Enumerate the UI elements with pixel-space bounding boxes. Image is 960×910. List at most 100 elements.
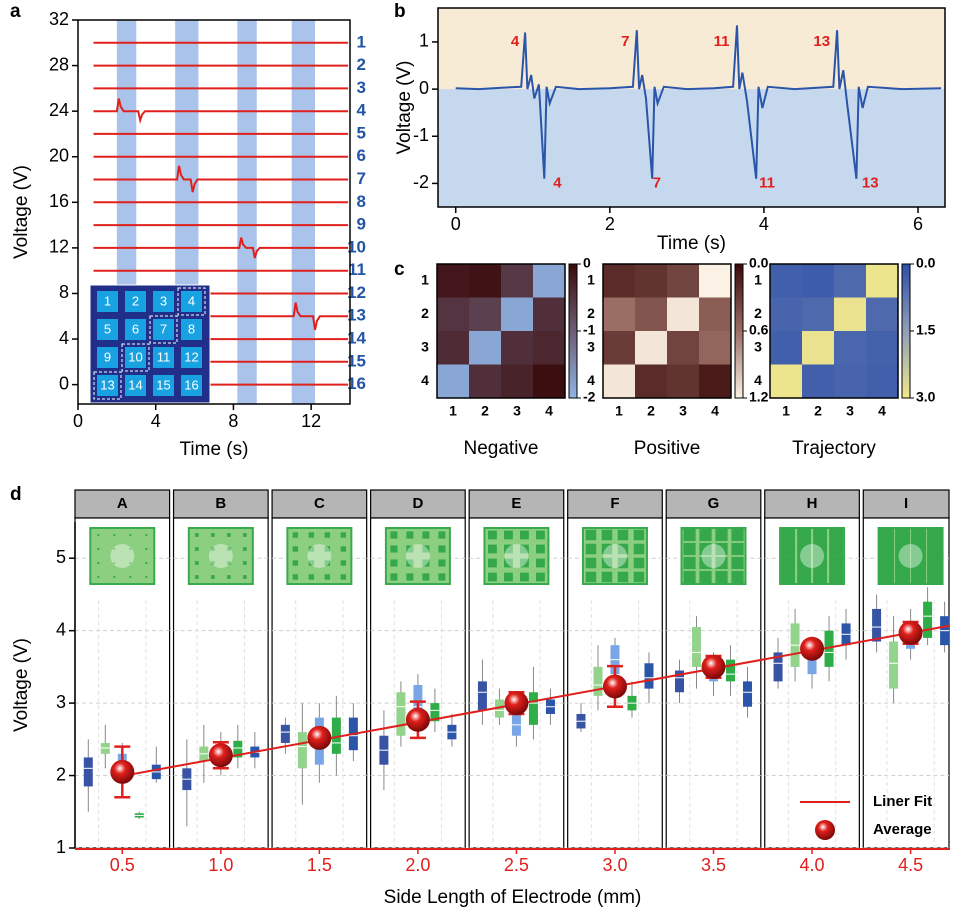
- heat-cell: [635, 297, 668, 332]
- y-tick-label: 1: [419, 31, 429, 51]
- electrode-pad: [715, 528, 728, 542]
- peak-label: 7: [653, 174, 661, 191]
- peak-label: 11: [714, 33, 730, 50]
- electrode-pad: [829, 542, 843, 556]
- facet-label: G: [708, 495, 720, 512]
- electrode-pad: [879, 541, 895, 557]
- panel-letter: a: [10, 1, 21, 22]
- heat-cell: [834, 331, 867, 365]
- electrode-pad: [129, 548, 132, 550]
- col-label: 2: [647, 403, 655, 419]
- box: [430, 703, 440, 722]
- electrode-pad: [210, 561, 215, 565]
- box: [923, 601, 933, 638]
- heat-cell: [501, 331, 534, 365]
- facet-label: E: [511, 495, 521, 512]
- electrode-pad: [829, 570, 843, 584]
- x-tick-label: 4.0: [800, 855, 825, 875]
- channel-label: 16: [347, 374, 366, 393]
- electrode-pad: [699, 542, 712, 556]
- box: [83, 757, 93, 787]
- y-tick-label: -1: [413, 125, 429, 145]
- electrode-pad: [129, 534, 132, 536]
- electrode-pad: [797, 556, 811, 570]
- heat-cell: [834, 297, 867, 332]
- electrode-pad: [715, 570, 728, 584]
- electrode-cell: [181, 375, 202, 396]
- electrode-cell: [125, 291, 146, 312]
- electrode-pad: [683, 556, 696, 570]
- average-point: [701, 654, 726, 679]
- electrode-pad: [911, 569, 927, 585]
- heat-cell: [667, 264, 700, 298]
- row-label: 2: [421, 305, 429, 321]
- electrode-pad: [911, 541, 927, 557]
- y-tick-label: 16: [49, 191, 69, 211]
- x-tick-label: 4.5: [898, 855, 923, 875]
- sensing-spot: [405, 544, 430, 568]
- facet-label: C: [314, 495, 325, 512]
- electrode-pad: [813, 528, 827, 542]
- electrode-pad: [422, 573, 430, 581]
- row-label: 4: [754, 372, 762, 388]
- electrode-pad: [226, 547, 231, 551]
- y-axis-label: Voltage (V): [11, 165, 32, 259]
- electrode-pad: [911, 527, 927, 543]
- heat-cell: [866, 331, 899, 365]
- electrode-pad: [242, 533, 247, 537]
- electrode-pad: [911, 555, 927, 571]
- y-tick-label: 28: [49, 54, 69, 74]
- electrode-pad: [585, 543, 597, 555]
- box: [494, 699, 504, 718]
- electrode-pad: [406, 545, 414, 553]
- heat-cell: [802, 331, 835, 365]
- y-tick-label: 1: [56, 837, 66, 857]
- x-tick-label: 2.5: [504, 855, 529, 875]
- y-tick-label: 20: [49, 145, 69, 165]
- electrode-label: 2: [132, 293, 139, 308]
- electrode-pad: [324, 532, 331, 538]
- facet-header: [172, 489, 269, 519]
- average-point: [504, 691, 529, 716]
- electrode-pad: [715, 556, 728, 570]
- electrode-pad: [145, 548, 148, 550]
- facet-header: [665, 489, 762, 519]
- row-label: 2: [587, 305, 595, 321]
- electrode-cell: [181, 347, 202, 368]
- box: [280, 724, 290, 743]
- y-tick-label: 0: [419, 78, 429, 98]
- electrode-pad: [633, 571, 645, 583]
- electrode-pad: [927, 555, 943, 571]
- colorbar-tick-label: 3.0: [916, 389, 936, 405]
- box: [675, 670, 685, 693]
- trajectory-outline: [93, 371, 122, 400]
- electrode-pad: [438, 573, 446, 581]
- electrode-label: 8: [188, 321, 195, 336]
- average-point: [898, 620, 923, 645]
- heat-cell: [770, 364, 803, 399]
- colorbar: [734, 263, 744, 399]
- box: [872, 608, 882, 642]
- col-label: 1: [782, 403, 790, 419]
- electrode-pad: [633, 529, 645, 541]
- electrode-pad: [731, 528, 744, 542]
- electrode-pad: [781, 542, 795, 556]
- heat-cell: [501, 297, 534, 332]
- electrode-pad: [536, 530, 545, 540]
- colorbar-tick-label: 0: [583, 255, 591, 271]
- electrode-label: 10: [128, 349, 142, 364]
- electrode-pad: [242, 575, 247, 579]
- electrode-pad: [536, 558, 545, 568]
- electrode-pad: [97, 576, 100, 578]
- box: [396, 692, 406, 736]
- electrode-pad: [194, 547, 199, 551]
- box: [593, 666, 603, 696]
- y-tick-label: 32: [49, 9, 69, 29]
- panel-letter: b: [394, 1, 406, 22]
- electrode-pad: [340, 560, 347, 566]
- heat-cell: [667, 331, 700, 365]
- electrode-pad: [406, 573, 414, 581]
- electrode-pad: [340, 546, 347, 552]
- channel-label: 6: [357, 146, 366, 165]
- electrode-cell: [125, 375, 146, 396]
